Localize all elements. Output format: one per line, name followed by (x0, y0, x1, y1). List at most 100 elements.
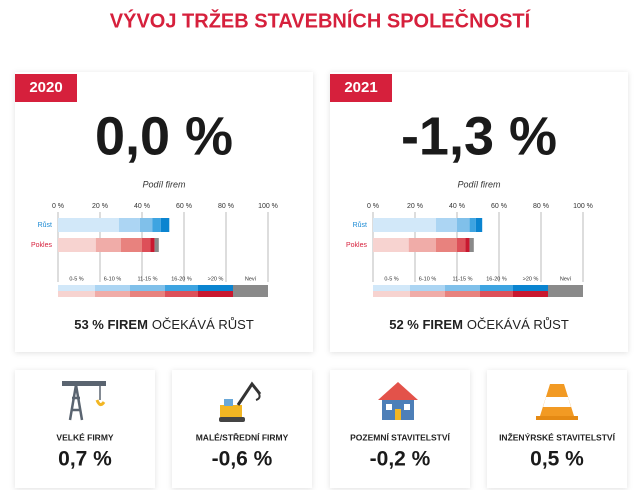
legend-swatch (513, 285, 548, 291)
series-name: Pokles (31, 242, 53, 249)
bar-segment (95, 238, 121, 252)
cone-icon (536, 384, 578, 420)
axis-label: Podíl firem (457, 179, 501, 189)
x-tick-label: 40 % (134, 203, 150, 210)
bar-segment (408, 238, 436, 252)
bar-segment (121, 238, 142, 252)
summary: 53 % FIREM OČEKÁVÁ RŮST (74, 317, 254, 332)
summary: 52 % FIREM OČEKÁVÁ RŮST (389, 317, 569, 332)
legend-swatch (513, 291, 548, 297)
bar-segment (469, 238, 474, 252)
title: VÝVOJ TRŽEB STAVEBNÍCH SPOLEČNOSTÍ (110, 8, 531, 32)
bar-segment (373, 238, 409, 252)
legend-swatch (373, 291, 410, 297)
legend-swatch (198, 291, 233, 297)
legend-swatch (445, 291, 480, 297)
sector-label: MALÉ/STŘEDNÍ FIRMY (196, 431, 289, 442)
legend-swatch (130, 285, 165, 291)
bar-segment (142, 238, 151, 252)
bar-segment (58, 238, 96, 252)
year-tag (15, 74, 77, 102)
legend-label: 0-5 % (69, 276, 83, 282)
legend-swatch (233, 285, 268, 291)
legend-swatch (58, 291, 95, 297)
x-tick-label: 0 % (52, 203, 64, 210)
legend-label: 16-20 % (486, 276, 507, 282)
card (15, 72, 313, 352)
legend-swatch (480, 285, 513, 291)
x-tick-label: 80 % (218, 203, 234, 210)
card (330, 72, 628, 352)
bar-segment (469, 218, 476, 232)
legend-label: >20 % (208, 276, 224, 282)
x-tick-label: 40 % (449, 203, 465, 210)
bar-segment (160, 218, 170, 232)
sector-value: 0,5 % (530, 448, 584, 471)
series-name: Růst (353, 221, 367, 229)
legend-swatch (410, 285, 445, 291)
sector-label: VELKÉ FIRMY (56, 432, 113, 442)
legend-label: 11-15 % (452, 276, 472, 282)
x-tick-label: 80 % (533, 203, 549, 210)
axis-label: Podíl firem (142, 179, 186, 189)
sector-label: INŽENÝRSKÉ STAVITELSTVÍ (499, 431, 616, 442)
x-tick-label: 60 % (176, 203, 192, 210)
legend-label: 11-15 % (137, 276, 157, 282)
x-tick-label: 100 % (258, 203, 278, 210)
x-tick-label: 20 % (407, 203, 423, 210)
legend-swatch (445, 285, 480, 291)
legend-label: 16-20 % (171, 276, 192, 282)
legend-swatch (373, 285, 410, 291)
legend-swatch (410, 291, 445, 297)
bar-segment (58, 218, 119, 232)
excavator-icon (219, 381, 262, 422)
legend-swatch (130, 291, 165, 297)
year: 2020 (29, 79, 62, 96)
legend-swatch (165, 285, 198, 291)
bar-segment (436, 238, 457, 252)
sector-value: -0,6 % (212, 448, 273, 471)
x-tick-label: 60 % (491, 203, 507, 210)
sector-label: POZEMNÍ STAVITELSTVÍ (350, 432, 450, 442)
big-value: -1,3 % (401, 106, 557, 166)
sector-value: -0,2 % (370, 448, 431, 471)
big-value: 0,0 % (95, 106, 233, 166)
bar-segment (436, 218, 457, 232)
legend-swatch (233, 291, 268, 297)
bar-segment (475, 218, 483, 232)
legend-swatch (480, 291, 513, 297)
summary-rest: OČEKÁVÁ RŮST (152, 317, 254, 332)
x-tick-label: 20 % (92, 203, 108, 210)
series-name: Pokles (346, 242, 368, 249)
x-tick-label: 0 % (367, 203, 379, 210)
year-tag (330, 74, 392, 102)
x-tick-label: 100 % (573, 203, 593, 210)
legend-label: >20 % (523, 276, 539, 282)
summary-rest: OČEKÁVÁ RŮST (467, 317, 569, 332)
crane-icon (62, 381, 106, 421)
legend-swatch (95, 291, 130, 297)
house-icon (378, 382, 418, 420)
legend-swatch (165, 291, 198, 297)
summary-bold: 53 % FIREM (74, 317, 148, 332)
summary-bold: 52 % FIREM (389, 317, 463, 332)
year: 2021 (344, 79, 377, 96)
legend-label: Neví (560, 276, 572, 282)
bar-segment (154, 238, 159, 252)
sector-card (172, 370, 312, 488)
legend-swatch (58, 285, 95, 291)
bar-segment (465, 238, 470, 252)
bar-segment (457, 218, 470, 232)
sector-card (15, 370, 155, 488)
legend-label: 0-5 % (384, 276, 398, 282)
bar-segment (457, 238, 466, 252)
sector-value: 0,7 % (58, 448, 112, 471)
legend-swatch (198, 285, 233, 291)
bar-segment (152, 218, 161, 232)
bar-segment (373, 218, 436, 232)
series-name: Růst (38, 221, 52, 229)
legend-swatch (548, 291, 583, 297)
legend-label: Neví (245, 276, 257, 282)
